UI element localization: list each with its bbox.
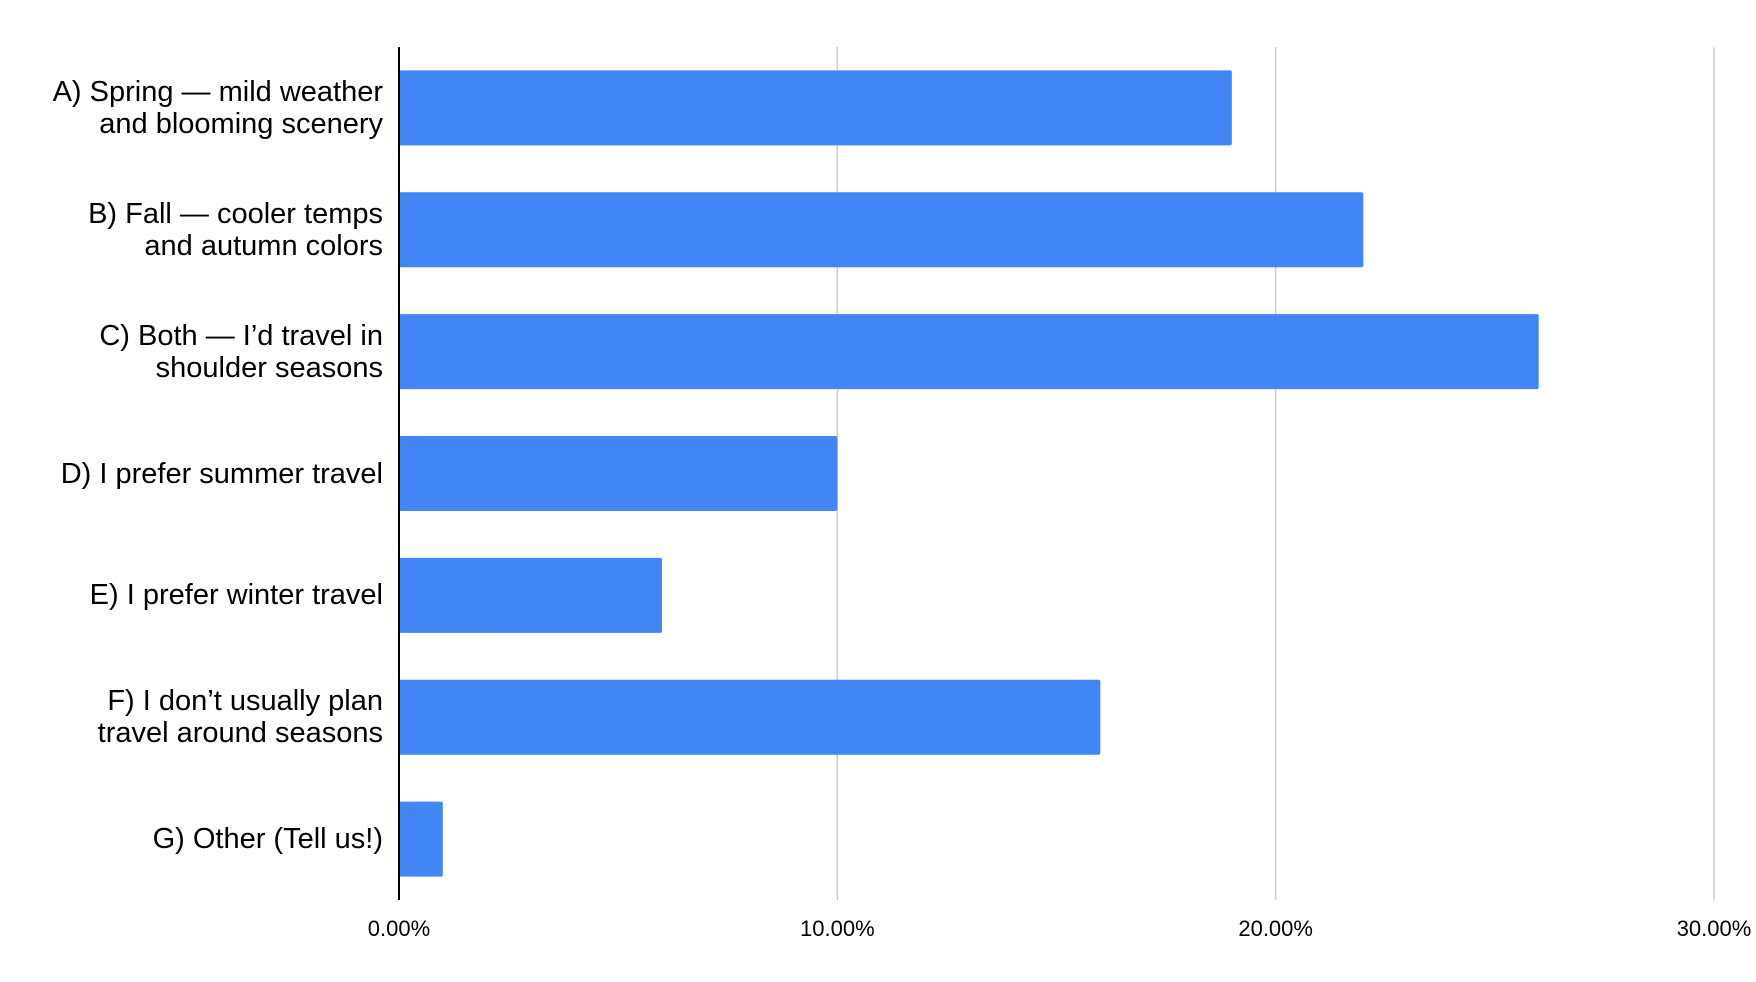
bar	[399, 557, 662, 633]
x-tick-label: 10.00%	[800, 916, 875, 941]
y-tick-label: E) I prefer winter travel	[89, 579, 383, 612]
bar	[399, 436, 838, 511]
y-tick-label: D) I prefer summer travel	[60, 457, 383, 490]
y-tick-label: A) Spring — mild weather and blooming sc…	[52, 75, 383, 140]
bar	[399, 314, 1539, 390]
x-tick-label: 30.00%	[1677, 916, 1752, 941]
bar	[399, 801, 443, 877]
x-tick-label: 20.00%	[1238, 916, 1313, 941]
y-tick-label: F) I don’t usually plan travel around se…	[97, 685, 383, 750]
bar	[399, 679, 1101, 755]
x-tick-label: 0.00%	[368, 916, 430, 941]
y-tick-label: G) Other (Tell us!)	[152, 823, 383, 856]
y-tick-label: B) Fall — cooler temps and autumn colors	[88, 197, 383, 262]
bar	[399, 192, 1364, 268]
y-tick-label: C) Both — I’d travel in shoulder seasons	[99, 319, 383, 384]
bar	[399, 70, 1232, 146]
